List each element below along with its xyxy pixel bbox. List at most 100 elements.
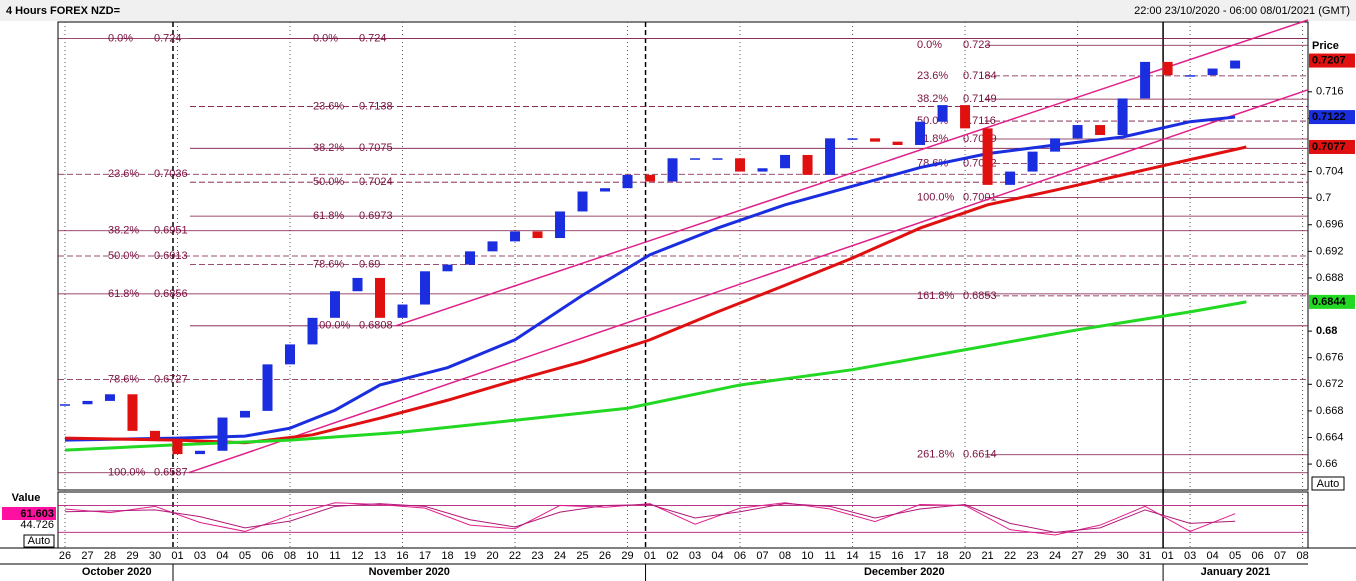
fib-price: 0.7001 [963, 191, 997, 203]
osc-value-label: 44.726 [20, 519, 54, 531]
x-tick-label: 29 [1094, 550, 1106, 562]
fib-percent: 23.6% [108, 168, 139, 180]
y-tick-label: 0.692 [1316, 245, 1344, 257]
y-tick-label: 0.672 [1316, 378, 1344, 390]
x-tick-label: 05 [1229, 550, 1241, 562]
fib-percent: 38.2% [108, 225, 139, 237]
fib-percent: 50.0% [313, 176, 344, 188]
x-tick-label: 08 [779, 550, 791, 562]
x-tick-label: 04 [216, 550, 228, 562]
fib-percent: 61.8% [313, 210, 344, 222]
candle [442, 264, 453, 272]
candle [577, 191, 588, 212]
candle [149, 430, 160, 441]
x-tick-label: 20 [959, 550, 971, 562]
candle [127, 394, 138, 431]
candle [465, 251, 476, 265]
date-range: 22:00 23/10/2020 - 06:00 08/01/2021 (GMT… [1134, 5, 1350, 17]
fib-percent: 100.0% [917, 191, 955, 203]
candle [1027, 151, 1038, 172]
title-bar [0, 0, 1356, 21]
x-tick-label: 13 [374, 550, 386, 562]
fib-percent: 61.8% [108, 288, 139, 300]
x-tick-label: 10 [306, 550, 318, 562]
candle [555, 211, 566, 239]
price-marker-label: 0.6844 [1312, 296, 1347, 308]
candle [802, 154, 813, 175]
candle [667, 158, 678, 182]
fib-percent: 100.0% [313, 320, 351, 332]
candle [1072, 125, 1083, 139]
candle [645, 174, 656, 182]
fib-price: 0.6856 [154, 288, 188, 300]
fib-percent: 0.0% [313, 33, 338, 45]
fib-price: 0.6853 [963, 290, 997, 302]
x-tick-label: 25 [576, 550, 588, 562]
y-tick-label: 0.704 [1316, 165, 1344, 177]
candle [622, 174, 633, 189]
candle [104, 394, 115, 401]
candle [262, 364, 273, 411]
candle [172, 440, 183, 455]
price-marker [1309, 139, 1355, 154]
x-tick-label: 07 [756, 550, 768, 562]
candle [937, 105, 948, 122]
x-tick-label: 27 [1071, 550, 1083, 562]
price-marker [1309, 110, 1355, 125]
x-tick-label: 29 [621, 550, 633, 562]
x-tick-label: 02 [666, 550, 678, 562]
candle [510, 231, 521, 242]
auto-button-label[interactable]: Auto [1317, 478, 1340, 490]
oscillator-line [64, 503, 1236, 533]
moving-average [64, 145, 1247, 445]
fib-price: 0.69 [359, 259, 380, 271]
auto-button-label[interactable]: Auto [28, 535, 51, 547]
fib-percent: 38.2% [917, 93, 948, 105]
x-tick-label: 17 [419, 550, 431, 562]
candle [397, 304, 408, 318]
osc-value-label: 61.603 [20, 508, 54, 520]
last-price-marker [1309, 53, 1355, 68]
fib-price: 0.7024 [359, 176, 393, 188]
candle [284, 344, 295, 365]
fib-price: 0.6587 [154, 467, 188, 479]
candle [352, 277, 363, 292]
candle [1162, 61, 1173, 76]
moving-average [64, 300, 1247, 452]
candle [600, 188, 611, 192]
fib-price: 0.6614 [963, 449, 997, 461]
x-tick-label: 01 [171, 550, 183, 562]
candle [217, 417, 228, 451]
auto-button[interactable] [23, 534, 55, 548]
y-tick-label: 0.716 [1316, 86, 1344, 98]
candle [375, 277, 386, 318]
price-marker [1309, 294, 1355, 309]
x-tick-label: 31 [1139, 550, 1151, 562]
x-tick-label: 28 [104, 550, 116, 562]
candle [59, 404, 70, 406]
x-tick-label: 08 [1296, 550, 1308, 562]
candle [194, 450, 205, 455]
auto-button[interactable] [1311, 476, 1345, 491]
fib-percent: 38.2% [313, 142, 344, 154]
month-label: November 2020 [369, 566, 450, 578]
candle [757, 168, 768, 172]
candle [825, 138, 836, 175]
candle [239, 410, 250, 418]
fib-percent: 78.6% [313, 259, 344, 271]
x-tick-label: 03 [194, 550, 206, 562]
month-label: January 2021 [1201, 566, 1271, 578]
fib-percent: 261.8% [917, 449, 955, 461]
fib-price: 0.723 [963, 39, 991, 51]
x-tick-label: 04 [711, 550, 723, 562]
x-tick-label: 17 [914, 550, 926, 562]
chart-title: 4 Hours FOREX NZD= [6, 5, 120, 17]
x-tick-label: 18 [936, 550, 948, 562]
candle [1140, 61, 1151, 99]
fib-price: 0.7138 [359, 100, 393, 112]
candle [532, 231, 543, 239]
x-tick-label: 05 [239, 550, 251, 562]
x-tick-label: 18 [441, 550, 453, 562]
x-tick-label: 22 [1004, 550, 1016, 562]
y-tick-label: 0.66 [1316, 458, 1337, 470]
